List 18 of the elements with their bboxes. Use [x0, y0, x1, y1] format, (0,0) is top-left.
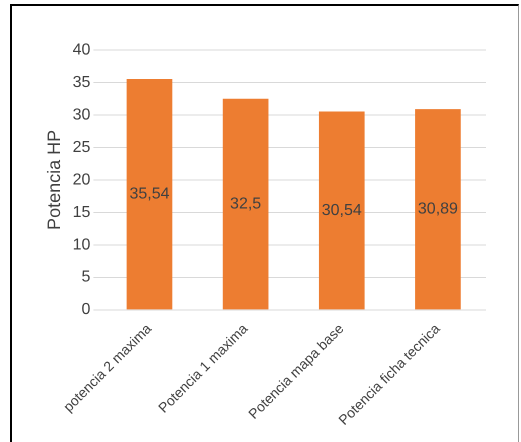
y-tick-label: 25 — [72, 138, 90, 156]
bar — [318, 111, 365, 310]
y-tick-label: 5 — [81, 268, 90, 286]
y-tick-label: 15 — [72, 204, 90, 221]
bar — [222, 98, 268, 310]
bar — [126, 78, 172, 310]
data-label: 30,54 — [322, 202, 362, 219]
data-label: 30,89 — [418, 200, 458, 218]
data-label: 32,5 — [230, 195, 262, 212]
y-tick-label: 35 — [72, 74, 90, 91]
bar — [415, 109, 461, 310]
y-tick-label: 30 — [72, 106, 90, 124]
y-tick-label: 20 — [72, 171, 90, 188]
y-tick-label: 40 — [72, 41, 90, 58]
y-tick-label: 0 — [81, 301, 90, 318]
y-axis-title: Potencia HP — [44, 130, 64, 230]
y-tick-label: 10 — [72, 236, 90, 254]
data-label: 35,54 — [129, 186, 170, 203]
